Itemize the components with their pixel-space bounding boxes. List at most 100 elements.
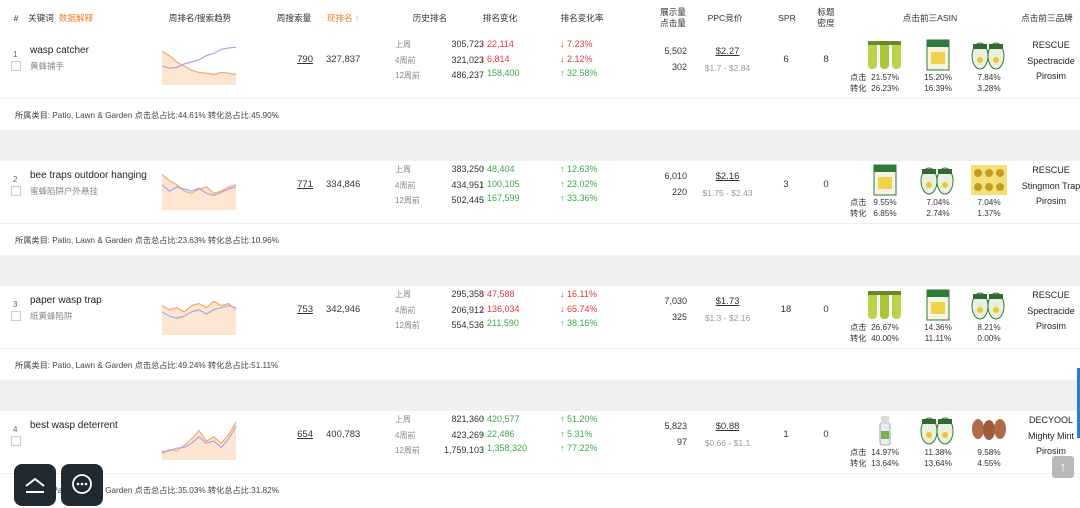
weekly-volume[interactable]: 654	[297, 429, 313, 440]
conversion-label: 转化	[850, 334, 867, 343]
col-ppc[interactable]: PPC竞价	[707, 12, 743, 23]
row-checkbox[interactable]	[11, 61, 21, 71]
asin-conversion-share: 0.00%	[977, 334, 1001, 343]
trend-sparkline[interactable]	[160, 418, 238, 460]
title-density-value: 0	[823, 304, 829, 315]
col-title-density[interactable]: 标题 密度	[812, 0, 840, 36]
rank-change: ↑ 420,577 ↑ 22,486 ↑ 1,358,320	[480, 412, 550, 456]
conversion-label: 转化	[850, 84, 867, 93]
row-checkbox[interactable]	[11, 436, 21, 446]
scroll-top-button[interactable]: ↑	[1052, 456, 1074, 478]
col-impressions[interactable]: 展示量 点击量	[650, 0, 696, 36]
brand-name[interactable]: RESCUE	[1032, 165, 1070, 175]
rank-change-value: ↑ 22,486	[480, 428, 515, 439]
col-current-rank[interactable]: 现排名 ↑	[326, 12, 360, 23]
product-thumbnail[interactable]	[970, 38, 1008, 72]
weekly-volume[interactable]: 790	[297, 54, 313, 65]
asin-click-share: 8.21%	[977, 323, 1001, 332]
clicks-value: 97	[676, 437, 687, 447]
brand-name[interactable]: Mighty Mint	[1027, 430, 1074, 441]
side-tab[interactable]	[1077, 368, 1080, 438]
row-separator	[0, 255, 1080, 286]
ppc-value[interactable]: $0.88	[715, 421, 740, 432]
spark-rank-line	[161, 50, 237, 76]
rank-change-value: ↑ 167,599	[480, 193, 520, 203]
table-row[interactable]: 2 bee traps outdoor hanging 蜜蜂陷阱户外悬挂 771 334…	[0, 161, 1080, 223]
rank-change: ↓ 47,588 ↓ 136,034 ↑ 211,590	[480, 287, 550, 331]
brand-name[interactable]: DECYOOL	[1028, 415, 1073, 425]
rank-change-rate-value: ↓ 65.74%	[560, 303, 598, 314]
asin-labels: 点击 转化	[850, 322, 866, 344]
product-thumbnail[interactable]	[866, 288, 904, 322]
keyword-text[interactable]: paper wasp trap	[30, 295, 102, 306]
product-thumbnail[interactable]	[919, 38, 957, 72]
history-label: 12周前	[395, 71, 420, 80]
chat-button[interactable]	[61, 464, 103, 506]
product-thumbnail[interactable]	[919, 163, 957, 197]
rank-change-rate-value: ↑ 77.22%	[560, 443, 598, 453]
asin-share: 14.36% 11.11%	[918, 322, 958, 344]
conversion-label: 转化	[850, 209, 867, 218]
brand-name[interactable]: Pirosim	[1035, 196, 1066, 206]
collapse-button[interactable]	[14, 464, 56, 506]
product-thumbnail[interactable]	[866, 163, 904, 197]
product-thumbnail[interactable]	[866, 38, 904, 72]
col-rank-change[interactable]: 排名变化	[482, 12, 518, 23]
row-index: 3	[13, 300, 18, 309]
history-rank: 上周 821,360 4周前 423,269 12周前 1,759,103	[395, 412, 490, 459]
weekly-volume[interactable]: 771	[297, 179, 313, 190]
history-value: 305,723	[451, 39, 484, 49]
brand-name[interactable]: Spectracide	[1027, 55, 1075, 66]
trend-sparkline[interactable]	[160, 43, 238, 85]
trend-sparkline[interactable]	[160, 293, 238, 335]
product-thumbnail[interactable]	[919, 288, 957, 322]
asin-conversion-share: 16.39%	[924, 84, 952, 93]
brand-name[interactable]: RESCUE	[1032, 40, 1070, 50]
asin-labels: 点击 转化	[850, 197, 866, 219]
history-line: 上周 305,723	[395, 37, 490, 53]
asin-labels: 点击 转化	[850, 72, 866, 94]
chevron-up-icon	[25, 477, 45, 493]
asin-share: 15.20% 16.39%	[918, 72, 958, 94]
history-line: 上周 383,250	[395, 162, 490, 178]
keyword-text[interactable]: best wasp deterrent	[30, 420, 118, 431]
product-thumbnail[interactable]	[970, 413, 1008, 447]
product-thumbnail[interactable]	[919, 413, 957, 447]
col-rank-change-rate[interactable]: 排名变化率	[560, 12, 604, 23]
table-row[interactable]: 1 wasp catcher 黄蜂捕手 790 327,837 上周 305,723 4周前 3…	[0, 36, 1080, 98]
ppc-value[interactable]: $2.16	[715, 171, 740, 182]
brand-name[interactable]: Pirosim	[1035, 71, 1066, 81]
weekly-volume[interactable]: 753	[297, 304, 313, 315]
top3-asin: 点击 转化 21.57% 26.23% 15.20% 16.39% 7.84% 3.28%	[848, 36, 1023, 98]
keyword-text[interactable]: wasp catcher	[30, 45, 89, 56]
brand-name[interactable]: Pirosim	[1035, 446, 1066, 456]
rank-change-rate-value: ↑ 38.16%	[560, 318, 598, 328]
col-weekly-volume[interactable]: 周搜索量	[276, 12, 312, 23]
rank-change-value: ↓ 47,588	[480, 289, 515, 299]
rank-change-rate-value: ↑ 33.36%	[560, 193, 598, 203]
brand-name[interactable]: Stingmon Trap	[1021, 180, 1080, 191]
brand-name[interactable]: Pirosim	[1035, 321, 1066, 331]
col-spr[interactable]: SPR	[778, 12, 796, 23]
product-thumbnail[interactable]	[970, 163, 1008, 197]
current-rank: 400,783	[326, 429, 361, 440]
row-checkbox[interactable]	[11, 311, 21, 321]
history-rank: 上周 383,250 4周前 434,951 12周前 502,445	[395, 162, 490, 209]
brand-name[interactable]: Spectracide	[1027, 305, 1075, 316]
brand-name[interactable]: RESCUE	[1032, 290, 1070, 300]
table-row[interactable]: 3 paper wasp trap 纸黄蜂陷阱 753 342,946 上周 295,358…	[0, 286, 1080, 348]
ppc-value[interactable]: $2.27	[715, 46, 740, 57]
product-thumbnail[interactable]	[970, 288, 1008, 322]
spark-search-line	[161, 46, 237, 69]
product-thumbnail[interactable]	[866, 413, 904, 447]
table-row[interactable]: 4 best wasp deterrent 654 400,783 上周 821,360 4…	[0, 411, 1080, 473]
rank-change-rate: ↓ 16.11% ↓ 65.74% ↑ 38.16%	[560, 287, 630, 331]
row-checkbox[interactable]	[11, 186, 21, 196]
trend-sparkline[interactable]	[160, 168, 238, 210]
ppc-value[interactable]: $1.73	[715, 296, 740, 307]
asin-conversion-share: 1.37%	[977, 209, 1001, 218]
keyword-text[interactable]: bee traps outdoor hanging	[30, 170, 147, 181]
asin-click-share: 7.04%	[977, 198, 1001, 207]
data-explain-link[interactable]: 数据解释	[58, 12, 94, 23]
rank-change-value: ↑ 1,358,320	[480, 443, 528, 453]
